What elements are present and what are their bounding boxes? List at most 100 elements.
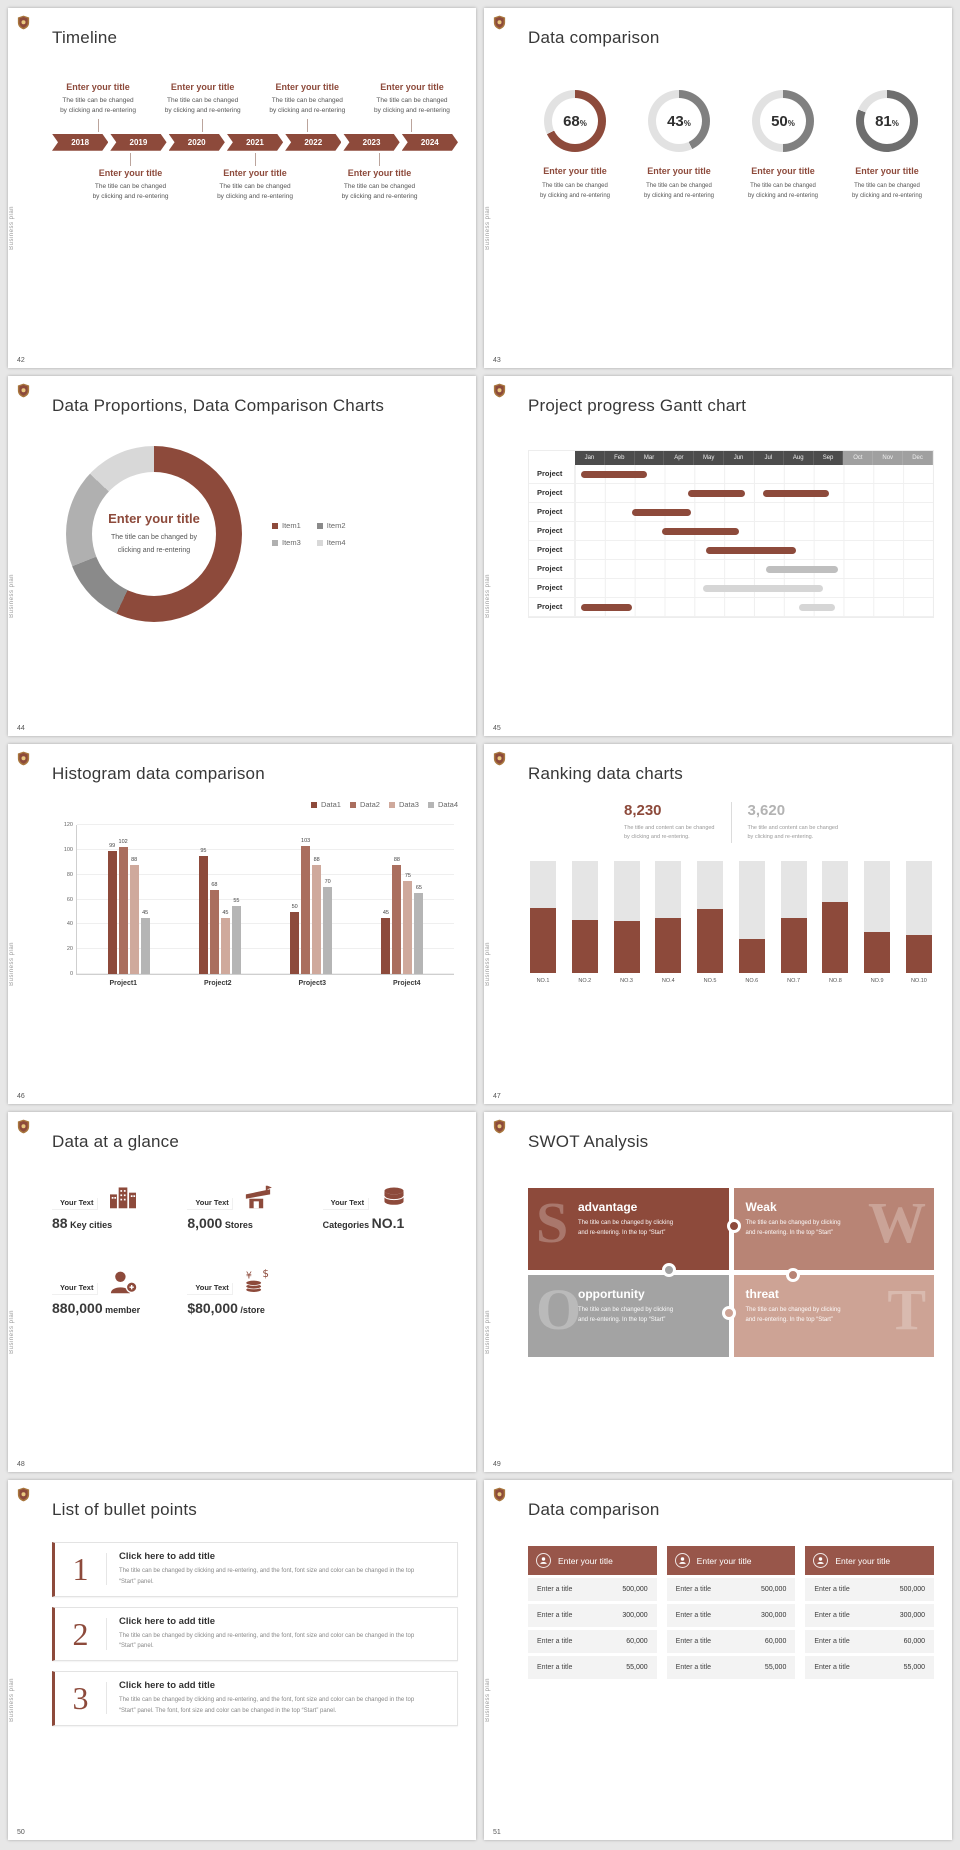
ring-desc: The title can be changed by clicking and…	[747, 183, 819, 200]
bar: 55	[231, 898, 241, 974]
slide-48-data-glance[interactable]: Business plan Data at a glance Your Text…	[8, 1112, 476, 1472]
ranking-bar	[530, 907, 556, 973]
timeline-connectors-bottom	[52, 152, 458, 166]
swot-title: opportunity	[578, 1287, 645, 1301]
swot-title: Weak	[745, 1200, 777, 1214]
puzzle-nub	[726, 1219, 741, 1233]
slide-42-timeline[interactable]: Business plan Timeline Enter your title T…	[8, 8, 476, 368]
legend-label: Data2	[359, 800, 380, 809]
x-axis-label: Project2	[203, 980, 232, 987]
gantt-track	[575, 560, 933, 579]
bar: 99	[107, 843, 117, 974]
stat-value: 880,000	[52, 1300, 103, 1316]
slide-title: Histogram data comparison	[52, 764, 265, 783]
legend-item: Item3	[272, 538, 301, 547]
page-number: 48	[17, 1461, 25, 1468]
bar: 45	[140, 910, 150, 974]
page-number: 51	[493, 1829, 501, 1836]
legend-label: Data1	[320, 800, 341, 809]
connector-line	[334, 152, 426, 166]
page-number: 45	[493, 725, 501, 732]
bullet-list: 1 Click here to add title The title can be…	[52, 1542, 458, 1726]
bullet-number: 3	[65, 1682, 107, 1715]
bar-value-label: 99	[109, 843, 116, 850]
row-label: Enter a title	[537, 1586, 573, 1593]
bullet-desc: The title can be changed by clicking and…	[119, 1568, 415, 1585]
bar-value-label: 68	[211, 881, 218, 888]
slide-47-ranking[interactable]: Business plan Ranking data charts 8,230 …	[484, 744, 952, 1104]
legend-item: Data1	[310, 800, 341, 809]
ranking-bar	[864, 932, 891, 973]
row-value: 60,000	[764, 1638, 787, 1645]
side-label: Business plan	[9, 206, 15, 250]
slide-title: SWOT Analysis	[528, 1132, 649, 1151]
row-value: 500,000	[761, 1586, 787, 1593]
ranking-column: NO.2	[571, 860, 598, 984]
slide-title: Ranking data charts	[528, 764, 683, 783]
ranking-column: NO.10	[905, 860, 932, 984]
slide-45-gantt[interactable]: Business plan Project progress Gantt cha…	[484, 376, 952, 736]
row-value: 300,000	[899, 1612, 926, 1619]
x-axis-label: Project3	[298, 980, 327, 987]
ranking-label: NO.6	[745, 977, 759, 984]
legend-item: Item4	[316, 538, 346, 547]
bar: 65	[414, 885, 424, 974]
gridline	[77, 824, 454, 825]
bar-value-label: 50	[291, 903, 298, 910]
slide-content: Your Text 88 Key cities Your Text 8,000 Sto…	[52, 1164, 458, 1456]
ranking-track	[738, 860, 765, 973]
ranking-track	[571, 860, 598, 973]
legend-swatch	[427, 801, 434, 808]
stat-value: NO.1	[371, 1215, 405, 1231]
slide-44-donut-chart[interactable]: Business plan Data Proportions, Data Com…	[8, 376, 476, 736]
bar-value-label: 88	[393, 856, 400, 863]
timeline-item-title: Enter your title	[98, 167, 163, 178]
slide-51-data-comparison-tables[interactable]: Business plan Data comparison Enter your…	[484, 1480, 952, 1840]
timeline-year-block: 2019	[110, 134, 166, 151]
timeline-item-desc: The title can be changed by clicking and…	[341, 182, 418, 201]
y-axis-label: 100	[63, 846, 73, 853]
slide-content: Enter your title The title can be changed…	[52, 60, 458, 352]
stat-block: 8,230 The title and content can be chang…	[608, 802, 731, 843]
school-crest-icon	[493, 751, 506, 766]
progress-ring: 81%	[856, 90, 918, 152]
side-label: Business plan	[485, 1310, 491, 1354]
table-row: Enter a title 55,000	[528, 1656, 657, 1679]
bar: 102	[119, 839, 128, 974]
ring-title: Enter your title	[647, 166, 711, 176]
puzzle-nub	[785, 1268, 800, 1282]
bar-group: 50 103 88 70	[290, 825, 333, 974]
legend-item: Item2	[316, 521, 346, 530]
bullet-item: 1 Click here to add title The title can be…	[52, 1542, 458, 1597]
ranking-bar-chart: NO.1 NO.2 NO.3 NO.4 NO.5 NO.6 NO.7 NO.8 NO.9 NO.1…	[528, 860, 934, 984]
ranking-label: NO.8	[828, 977, 842, 984]
bar: 45	[220, 910, 230, 974]
row-label: Enter a title	[537, 1664, 573, 1671]
side-label: Business plan	[9, 1678, 15, 1722]
slide-43-data-comparison[interactable]: Business plan Data comparison 68% Enter y…	[484, 8, 952, 368]
slide-46-histogram[interactable]: Business plan Histogram data comparison …	[8, 744, 476, 1104]
school-crest-icon	[493, 15, 506, 30]
slide-title: Project progress Gantt chart	[528, 396, 747, 415]
gantt-month-header: Oct	[843, 451, 874, 465]
slide-50-bullet-points[interactable]: Business plan List of bullet points 1 Cli…	[8, 1480, 476, 1840]
gridline	[77, 898, 454, 900]
progress-ring-item: 43% Enter your title The title can be chan…	[632, 90, 726, 201]
ranking-column: NO.8	[822, 860, 849, 984]
side-label: Business plan	[485, 942, 491, 986]
gantt-track	[575, 484, 933, 503]
bar-group: 95 68 45 55	[198, 825, 241, 974]
y-axis-label: 80	[66, 871, 73, 878]
money-icon: ¥ $	[243, 1268, 273, 1295]
ranking-label: NO.9	[870, 977, 884, 984]
gantt-month-header: Jan	[575, 451, 605, 465]
bar: 95	[198, 848, 208, 974]
row-value: 60,000	[903, 1638, 926, 1645]
bar-value-label: 70	[324, 879, 331, 886]
stat-item: Your Text 8,000 Stores	[187, 1182, 322, 1233]
